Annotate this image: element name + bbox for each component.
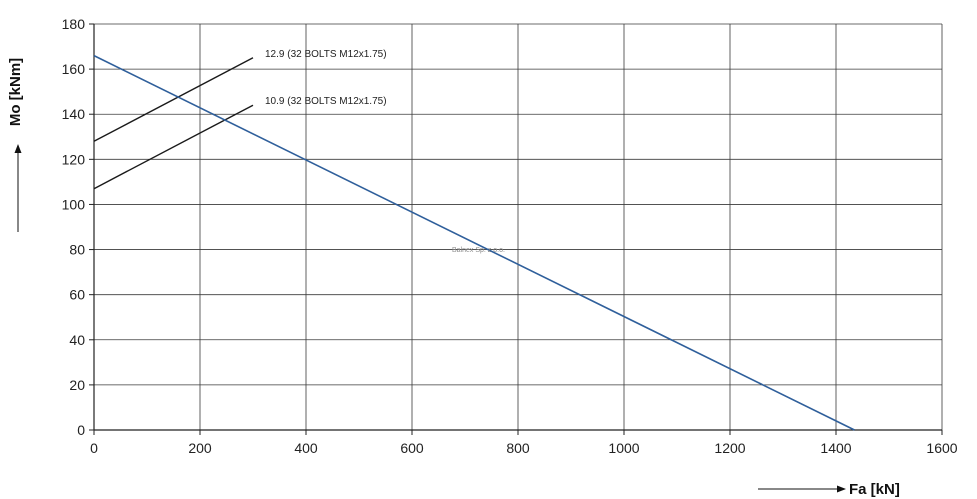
- grid: [94, 23, 943, 430]
- series-line-1: [93, 104, 254, 190]
- x-tick-label: 1600: [926, 440, 957, 456]
- x-tick-label: 200: [188, 440, 212, 456]
- y-tick-label: 60: [69, 287, 85, 303]
- y-tick-label: 180: [62, 16, 86, 32]
- y-tick-label: 40: [69, 332, 85, 348]
- y-tick-label: 140: [62, 106, 86, 122]
- axes: [89, 23, 943, 435]
- x-tick-label: 1000: [608, 440, 639, 456]
- x-tick-label: 1400: [820, 440, 851, 456]
- y-tick-label: 0: [77, 422, 85, 438]
- series-line-2: [93, 54, 855, 431]
- series-annotations: 12.9 (32 BOLTS M12x1.75) 10.9 (32 BOLTS M…: [265, 49, 387, 107]
- series-line-0: [93, 57, 254, 142]
- x-axis-arrow-icon: [758, 485, 846, 493]
- series-annotation: 10.9 (32 BOLTS M12x1.75): [265, 96, 387, 107]
- x-tick-label: 0: [90, 440, 98, 456]
- x-tick-label: 600: [400, 440, 424, 456]
- watermark-text: Balnex Sp. z o.o.: [452, 247, 505, 254]
- y-tick-label: 100: [62, 196, 86, 212]
- x-axis-title: Fa [kN]: [849, 481, 900, 498]
- tick-labels: 0 20 40 60 80 100 120 140 160 180 0 200 400 600 800 100…: [62, 16, 958, 456]
- y-axis-title: Mo [kNm]: [7, 58, 24, 126]
- y-tick-label: 120: [62, 151, 86, 167]
- x-tick-label: 400: [294, 440, 318, 456]
- y-tick-label: 20: [69, 377, 85, 393]
- y-tick-label: 160: [62, 61, 86, 77]
- series-lines: [93, 54, 855, 431]
- x-tick-label: 1200: [714, 440, 745, 456]
- y-axis-arrow-icon: [14, 144, 22, 232]
- series-annotation: 12.9 (32 BOLTS M12x1.75): [265, 49, 387, 60]
- y-tick-label: 80: [69, 242, 85, 258]
- x-tick-label: 800: [506, 440, 530, 456]
